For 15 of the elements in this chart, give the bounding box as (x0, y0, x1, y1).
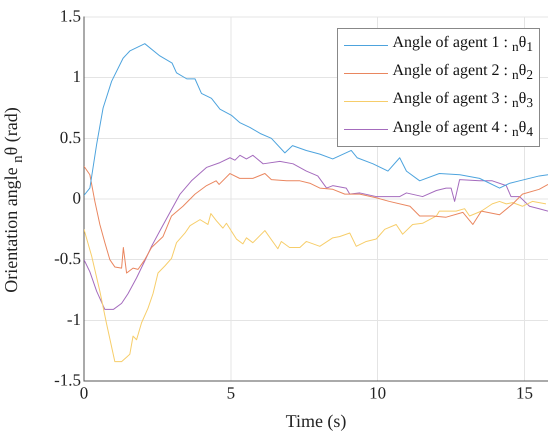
y-tick-label: -1.5 (54, 370, 81, 390)
y-tick-label: -1 (66, 310, 81, 329)
y-tick-label: -0.5 (54, 249, 81, 268)
y-tick-label: 0 (72, 188, 81, 208)
legend-label: Angle of agent 3 : $_{n}$θ$_{3}$ (392, 89, 533, 113)
x-tick-label: 10 (369, 384, 386, 403)
legend-label: Angle of agent 2 : $_{n}$θ$_{2}$ (392, 61, 533, 84)
y-tick-label: 1.5 (60, 6, 81, 26)
x-tick-label: 5 (226, 384, 236, 403)
legend-label: Angle of agent 4 : $_{n}$θ$_{4}$ (392, 118, 533, 141)
y-tick-label: 0.5 (60, 128, 81, 147)
x-axis-title: Time (s) (286, 410, 346, 431)
y-tick-label: 1 (72, 67, 81, 86)
x-tick-label: 15 (516, 384, 534, 403)
legend-label: Angle of agent 1 : $_{n}$θ$_{1}$ (392, 33, 533, 56)
